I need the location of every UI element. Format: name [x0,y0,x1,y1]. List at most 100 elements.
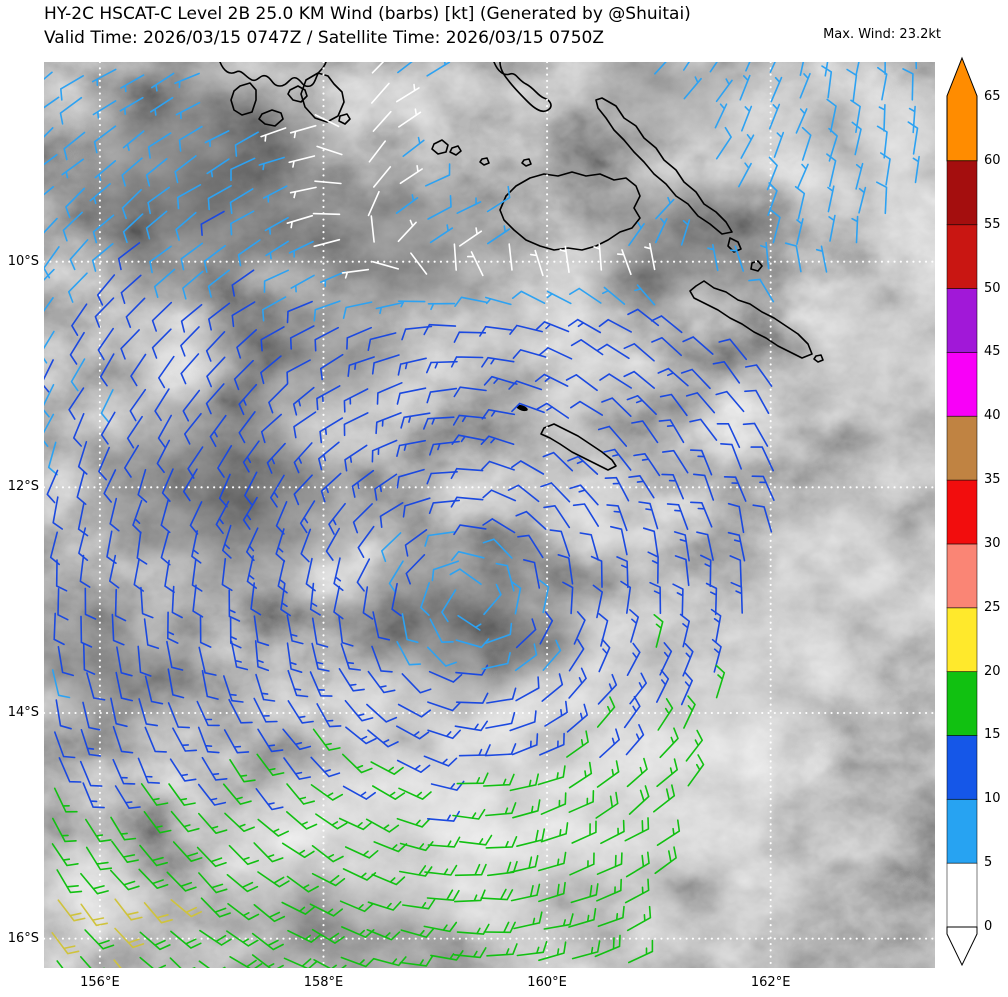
wind-barb [286,642,303,673]
wind-barb [197,783,227,806]
wind-barb [125,297,146,328]
wind-barb [200,210,225,236]
wind-barb [423,755,458,767]
wind-barb [540,792,567,815]
wind-barb [672,583,684,616]
wind-barb [138,868,169,889]
wind-barb [367,729,399,748]
wind-barb [314,114,340,128]
wind-barb [600,819,625,845]
wind-barb [624,878,650,904]
wind-barb [264,216,289,235]
wind-barb [287,700,314,724]
wind-barb [138,698,158,727]
wind-barb [91,243,114,272]
small-island-filled [516,404,528,412]
wind-barb [596,696,616,728]
wind-barb [250,582,262,616]
wind-barb [513,911,543,930]
wind-barb [569,852,595,876]
wind-barb [143,618,160,650]
wind-barb [715,78,733,103]
wind-barb [140,783,169,806]
wind-barb [427,701,461,712]
wind-barb [140,586,154,619]
wind-barb [111,840,139,863]
colorbar-segment [946,607,978,673]
wind-barb [209,414,227,447]
colorbar-svg [946,56,978,967]
wind-barb [79,554,91,588]
wind-barb [401,613,419,644]
wind-barb [397,357,427,376]
wind-barb [760,241,770,270]
wind-barb [485,296,512,306]
wind-barb [657,698,674,731]
wind-barb [855,62,860,76]
wind-barb [537,765,566,786]
wind-barb [286,614,304,645]
wind-barb [277,559,288,594]
wind-barb [80,729,102,757]
wind-barb [674,555,690,587]
wind-barb [542,451,574,472]
wind-barb [367,901,402,911]
wind-barb [198,646,217,676]
y-axis-tick-label: 16°S [7,930,39,946]
wind-barb [598,613,609,647]
wind-barb [91,68,117,86]
wind-barb [486,943,518,957]
wind-barb [453,243,457,271]
wind-barb [400,927,435,938]
wind-barb [486,185,511,213]
wind-barb [314,180,342,185]
colorbar-tick-label: 15 [984,727,1001,743]
wind-barb [626,905,652,932]
wind-barb [451,434,485,445]
wind-barb [730,581,743,614]
wind-barb [376,382,403,405]
wind-barb [512,799,541,819]
wind-barb [878,104,886,132]
wind-barb [388,560,404,594]
wind-barb [647,551,659,584]
colorbar-segment [946,798,978,864]
colorbar-segment [946,671,978,736]
wind-barb [628,222,645,246]
wind-barb [459,227,483,247]
wind-barb [851,121,862,156]
wind-barb [44,153,58,166]
wind-barb [197,726,220,754]
wind-barb [238,383,258,416]
wind-barb [566,730,589,758]
wind-barb [569,287,602,304]
wind-barb [557,554,574,585]
wind-barb [744,389,770,414]
wind-barb [570,400,603,416]
wind-barb [566,703,588,733]
wind-barb [120,74,145,93]
wind-barb [627,308,660,327]
wind-barb [253,904,286,923]
wind-barb [208,302,231,331]
wind-barb [150,96,174,116]
wind-barb [80,956,105,968]
wind-barb [466,251,484,277]
wind-barb [629,672,647,705]
wind-barb [455,638,490,649]
wind-barb [119,96,144,115]
wind-barb [342,785,376,800]
wind-barb [410,252,428,275]
wind-barb [77,502,89,537]
wind-barb [84,587,97,620]
wind-barb [121,189,142,220]
wind-barb [316,385,341,411]
wind-barb [109,554,120,589]
wind-barb [57,646,74,677]
bright-cloud-patch [154,732,414,932]
wind-barb [397,300,426,308]
wind-barb [200,897,231,918]
map-canvas [44,62,935,968]
wind-barb [402,898,436,910]
wind-barb [256,753,285,776]
